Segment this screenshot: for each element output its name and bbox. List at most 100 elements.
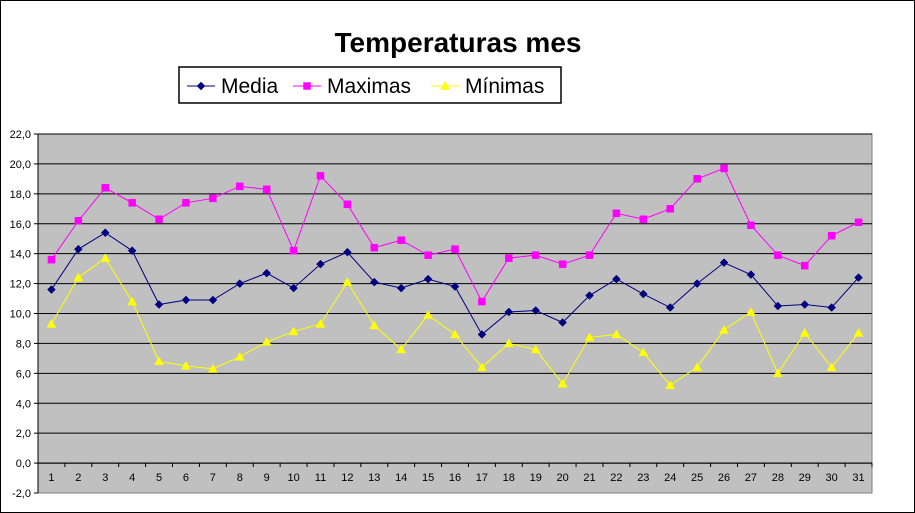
data-point-minimas — [181, 360, 191, 370]
x-tick-label: 22 — [610, 472, 622, 484]
data-point-media — [854, 273, 863, 282]
data-point-media — [181, 295, 191, 305]
x-tick-label: 4 — [129, 472, 135, 484]
data-point-media — [208, 295, 218, 305]
data-point-media — [585, 291, 594, 300]
y-tick-label: 16,0 — [10, 219, 31, 231]
data-point-media — [827, 303, 836, 312]
x-tick-label: 7 — [210, 472, 216, 484]
data-point-minimas — [127, 296, 138, 306]
y-tick-label: 2,0 — [16, 428, 31, 440]
data-point-media — [719, 258, 729, 267]
x-tick-label: 16 — [449, 472, 461, 484]
data-point-media — [235, 279, 245, 288]
data-point-minimas — [396, 344, 407, 354]
x-tick-label: 2 — [75, 472, 81, 484]
data-point-minimas — [746, 306, 756, 316]
data-point-maximas — [612, 209, 621, 218]
data-point-maximas — [800, 261, 809, 270]
data-point-minimas — [46, 318, 57, 328]
x-tick-label: 29 — [799, 472, 811, 484]
y-tick-label: 22,0 — [10, 129, 31, 141]
data-point-maximas — [316, 172, 325, 180]
data-point-media — [154, 300, 164, 309]
x-tick-label: 8 — [237, 472, 243, 484]
data-point-media — [773, 301, 783, 311]
y-axis-ticks: -2,0 0,0 2,0 4,0 6,0 8,0 10,0 12,0 14,0 16,0 18,0 2… — [10, 129, 38, 500]
data-point-maximas — [101, 184, 110, 192]
data-point-maximas — [397, 236, 405, 244]
x-axis-ticks: 1 2 3 4 5 6 7 8 9 10 11 12 13 14 15 16 17 18 19 20 21 22 23 24 2… — [37, 463, 873, 484]
data-point-maximas — [343, 200, 352, 209]
y-tick-label: 14,0 — [10, 249, 31, 261]
data-point-minimas — [557, 378, 568, 388]
data-point-maximas — [128, 199, 136, 207]
x-tick-label: 24 — [664, 472, 676, 484]
x-tick-label: 30 — [826, 472, 838, 484]
data-point-media — [746, 270, 756, 279]
data-point-maximas — [585, 251, 594, 259]
data-point-minimas — [207, 363, 218, 373]
data-point-media — [504, 307, 514, 317]
x-tick-label: 14 — [395, 472, 407, 484]
y-tick-label: 8,0 — [16, 338, 31, 350]
data-point-maximas — [639, 215, 648, 224]
data-point-maximas — [74, 217, 83, 225]
data-point-minimas — [826, 362, 837, 372]
data-point-media — [558, 318, 567, 327]
data-point-media — [531, 306, 541, 315]
data-point-maximas — [747, 221, 755, 229]
data-point-minimas — [154, 356, 164, 366]
data-point-minimas — [665, 380, 676, 390]
y-tick-label: 6,0 — [16, 368, 31, 380]
data-point-minimas — [692, 362, 703, 372]
data-point-maximas — [236, 182, 244, 191]
y-tick-label: 0,0 — [16, 458, 31, 470]
legend: Media Maximas Mínimas — [178, 66, 562, 104]
data-point-maximas — [558, 260, 567, 268]
series-layer — [46, 164, 864, 390]
x-tick-label: 19 — [530, 472, 542, 484]
x-tick-label: 12 — [341, 472, 353, 484]
data-point-minimas — [503, 338, 514, 348]
data-point-media — [343, 247, 352, 257]
x-tick-label: 23 — [637, 472, 649, 484]
legend-item-media: Media — [187, 75, 279, 98]
data-point-media — [665, 303, 675, 312]
data-point-minimas — [342, 277, 353, 286]
data-point-media — [450, 282, 460, 291]
x-tick-label: 15 — [422, 472, 434, 484]
series-maximas — [47, 164, 863, 306]
y-tick-label: 20,0 — [10, 159, 31, 171]
data-point-media — [612, 274, 621, 284]
data-point-minimas — [772, 368, 783, 378]
data-point-media — [47, 285, 56, 294]
x-tick-label: 26 — [718, 472, 730, 484]
data-point-media — [423, 274, 433, 284]
data-point-media — [638, 289, 648, 299]
data-point-minimas — [584, 332, 595, 342]
legend-label: Mínimas — [465, 75, 544, 98]
x-tick-label: 21 — [583, 472, 595, 484]
data-point-maximas — [155, 215, 163, 224]
data-point-minimas — [853, 327, 864, 337]
y-tick-label: -2,0 — [12, 488, 31, 500]
data-point-maximas — [451, 245, 459, 253]
x-tick-label: 10 — [287, 472, 299, 484]
data-point-maximas — [370, 243, 379, 252]
legend-box — [178, 66, 562, 104]
x-tick-label: 5 — [156, 472, 162, 484]
data-point-minimas — [288, 326, 299, 336]
data-point-minimas — [611, 329, 622, 339]
x-tick-label: 31 — [852, 472, 864, 484]
y-tick-label: 18,0 — [10, 189, 31, 201]
data-point-maximas — [531, 251, 540, 259]
legend-label: Maximas — [327, 75, 411, 98]
series-minimas — [46, 253, 864, 390]
data-point-minimas — [73, 272, 84, 282]
data-point-maximas — [47, 255, 56, 264]
data-point-minimas — [100, 253, 111, 262]
data-point-minimas — [638, 347, 649, 357]
